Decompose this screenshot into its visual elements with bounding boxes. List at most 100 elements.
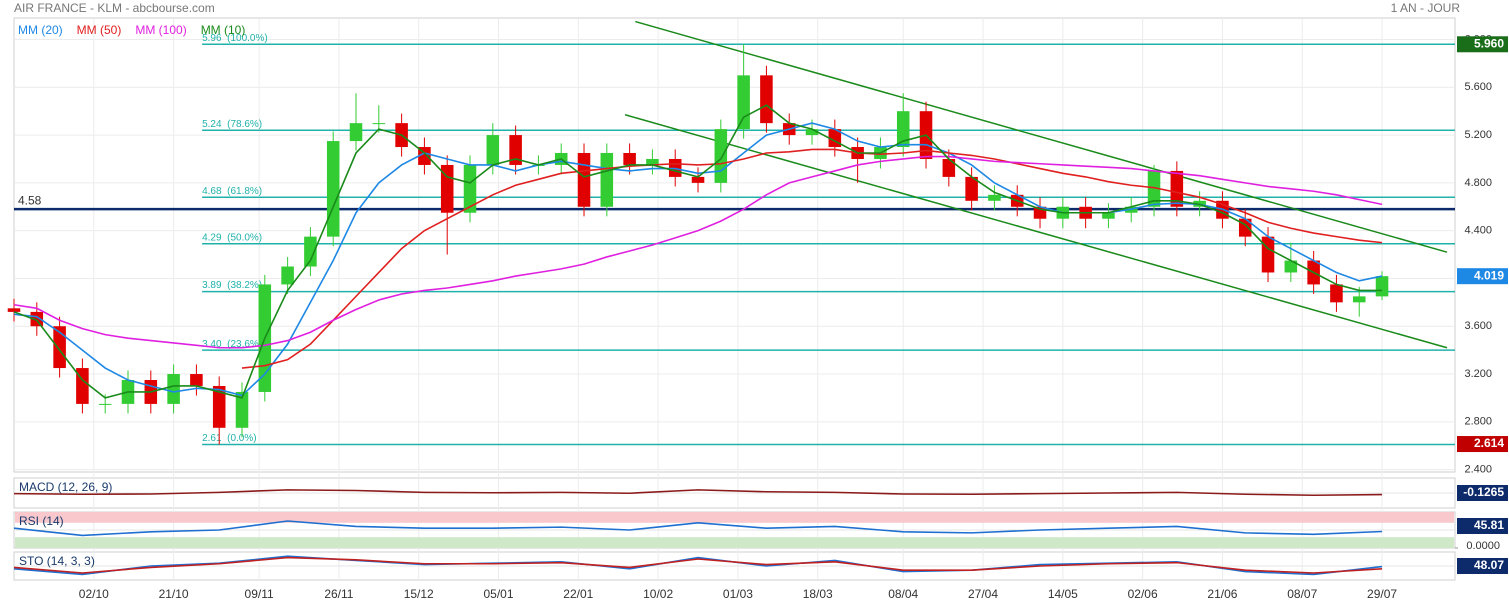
fib-label: 4.29 (50.0%) (202, 232, 262, 243)
ma-line (13, 155, 1383, 349)
candle-body (1033, 206, 1047, 219)
candle-body (577, 153, 591, 207)
candle-body (1375, 276, 1389, 297)
candle-body (30, 311, 44, 327)
y-tick-label: 5.200 (1464, 129, 1492, 141)
x-tick-label: 29/07 (1367, 587, 1397, 601)
candle-body (486, 135, 500, 165)
x-tick-label: 08/07 (1287, 587, 1317, 601)
y-tick-label: 5.600 (1464, 81, 1492, 93)
fib-label: 3.89 (38.2%) (202, 280, 262, 291)
y-tick-label: 3.200 (1464, 368, 1492, 380)
candle-body (167, 374, 180, 404)
y-tick-label: 3.600 (1464, 320, 1492, 332)
candle-body (190, 374, 203, 386)
value-badge-label: 45.81 (1474, 518, 1504, 532)
chart-subtitle: 1 AN - JOUR (1391, 1, 1461, 15)
value-badge-label: 5.960 (1474, 36, 1504, 50)
candle-body (1170, 170, 1184, 207)
fib-label: 2.61 (0.0%) (202, 433, 256, 444)
value-badge (1457, 36, 1508, 53)
y-tick-label: 4.400 (1464, 225, 1492, 237)
x-tick-label: 21/10 (159, 587, 189, 601)
candle-body (372, 123, 386, 125)
fib-label: 3.40 (23.6%) (202, 339, 262, 350)
value-badge (1457, 436, 1508, 453)
y-tick-label: 0.0000 (1466, 540, 1500, 552)
x-tick-label: 27/04 (968, 587, 998, 601)
x-tick-label: 21/06 (1207, 587, 1237, 601)
ma-line (13, 104, 1383, 399)
candle-body (1102, 212, 1115, 219)
candle-body (1261, 236, 1275, 273)
candle-body (600, 153, 614, 207)
ma-line (13, 520, 1383, 537)
legend-entry: MM (20) (18, 23, 63, 37)
x-tick-label: 26/11 (324, 587, 353, 601)
x-tick-label: 14/05 (1048, 587, 1078, 601)
value-badge-label: 2.614 (1474, 436, 1504, 450)
legend-entry: MM (100) (135, 23, 186, 37)
candle-body (965, 176, 978, 201)
candle-body (304, 236, 317, 267)
legend-entry: MM (50) (77, 23, 122, 37)
candle-body (235, 391, 249, 428)
candle-body (7, 308, 21, 312)
candle-body (1284, 260, 1298, 273)
fib-label: 5.96 (100.0%) (202, 33, 268, 44)
candle-body (326, 141, 340, 237)
candle-body (896, 111, 910, 148)
ma-line (241, 148, 1383, 369)
x-tick-label: 18/03 (803, 587, 833, 601)
value-badge (1457, 518, 1508, 534)
y-tick-label: 2.400 (1464, 464, 1492, 476)
band (15, 512, 1454, 523)
y-tick-label: 4.800 (1464, 177, 1492, 189)
x-tick-label: 02/06 (1128, 587, 1158, 601)
legend-entry: MM (10) (201, 23, 246, 37)
value-badge-label: 48.07 (1474, 558, 1504, 572)
candle-body (1352, 296, 1366, 303)
candle-body (760, 75, 773, 124)
candle-body (281, 266, 294, 285)
x-tick-label: 22/01 (563, 587, 593, 601)
x-tick-label: 05/01 (483, 587, 513, 601)
candle-body (509, 135, 522, 165)
candle-body (691, 176, 705, 183)
ma-line (13, 489, 1383, 497)
fib-label: 5.24 (78.6%) (202, 119, 262, 130)
support-label: 4.58 (18, 193, 42, 207)
candle-body (349, 123, 363, 142)
candle-body (53, 326, 66, 369)
x-tick-label: 15/12 (404, 587, 434, 601)
value-badge-label: -0.1265 (1463, 485, 1504, 499)
candle-body (988, 194, 1001, 201)
panel-title: MACD (12, 26, 9) (19, 480, 112, 494)
x-tick-label: 10/02 (643, 587, 673, 601)
value-badge (1457, 268, 1508, 285)
candle-body (98, 403, 112, 405)
x-tick-label: 08/04 (888, 587, 918, 601)
ma-line (13, 122, 1383, 397)
candle-body (737, 75, 750, 130)
chart-title: AIR FRANCE - KLM - abcbourse.com (14, 1, 215, 15)
candle-body (463, 164, 477, 213)
value-badge-label: 4.019 (1474, 268, 1504, 282)
candle-body (1147, 170, 1161, 207)
candle-body (942, 158, 956, 177)
ma-line (13, 556, 1383, 574)
x-tick-label: 01/03 (723, 587, 753, 601)
candle-body (646, 158, 659, 165)
candle-body (714, 129, 728, 183)
fib-label: 4.68 (61.8%) (202, 186, 262, 197)
x-tick-label: 09/11 (245, 587, 274, 601)
value-badge (1457, 485, 1508, 501)
panel-title: RSI (14) (19, 514, 64, 528)
trend-line (635, 20, 1448, 253)
value-badge (1457, 558, 1508, 574)
candle-body (805, 129, 819, 136)
band (15, 537, 1454, 548)
candle-body (1330, 284, 1343, 303)
